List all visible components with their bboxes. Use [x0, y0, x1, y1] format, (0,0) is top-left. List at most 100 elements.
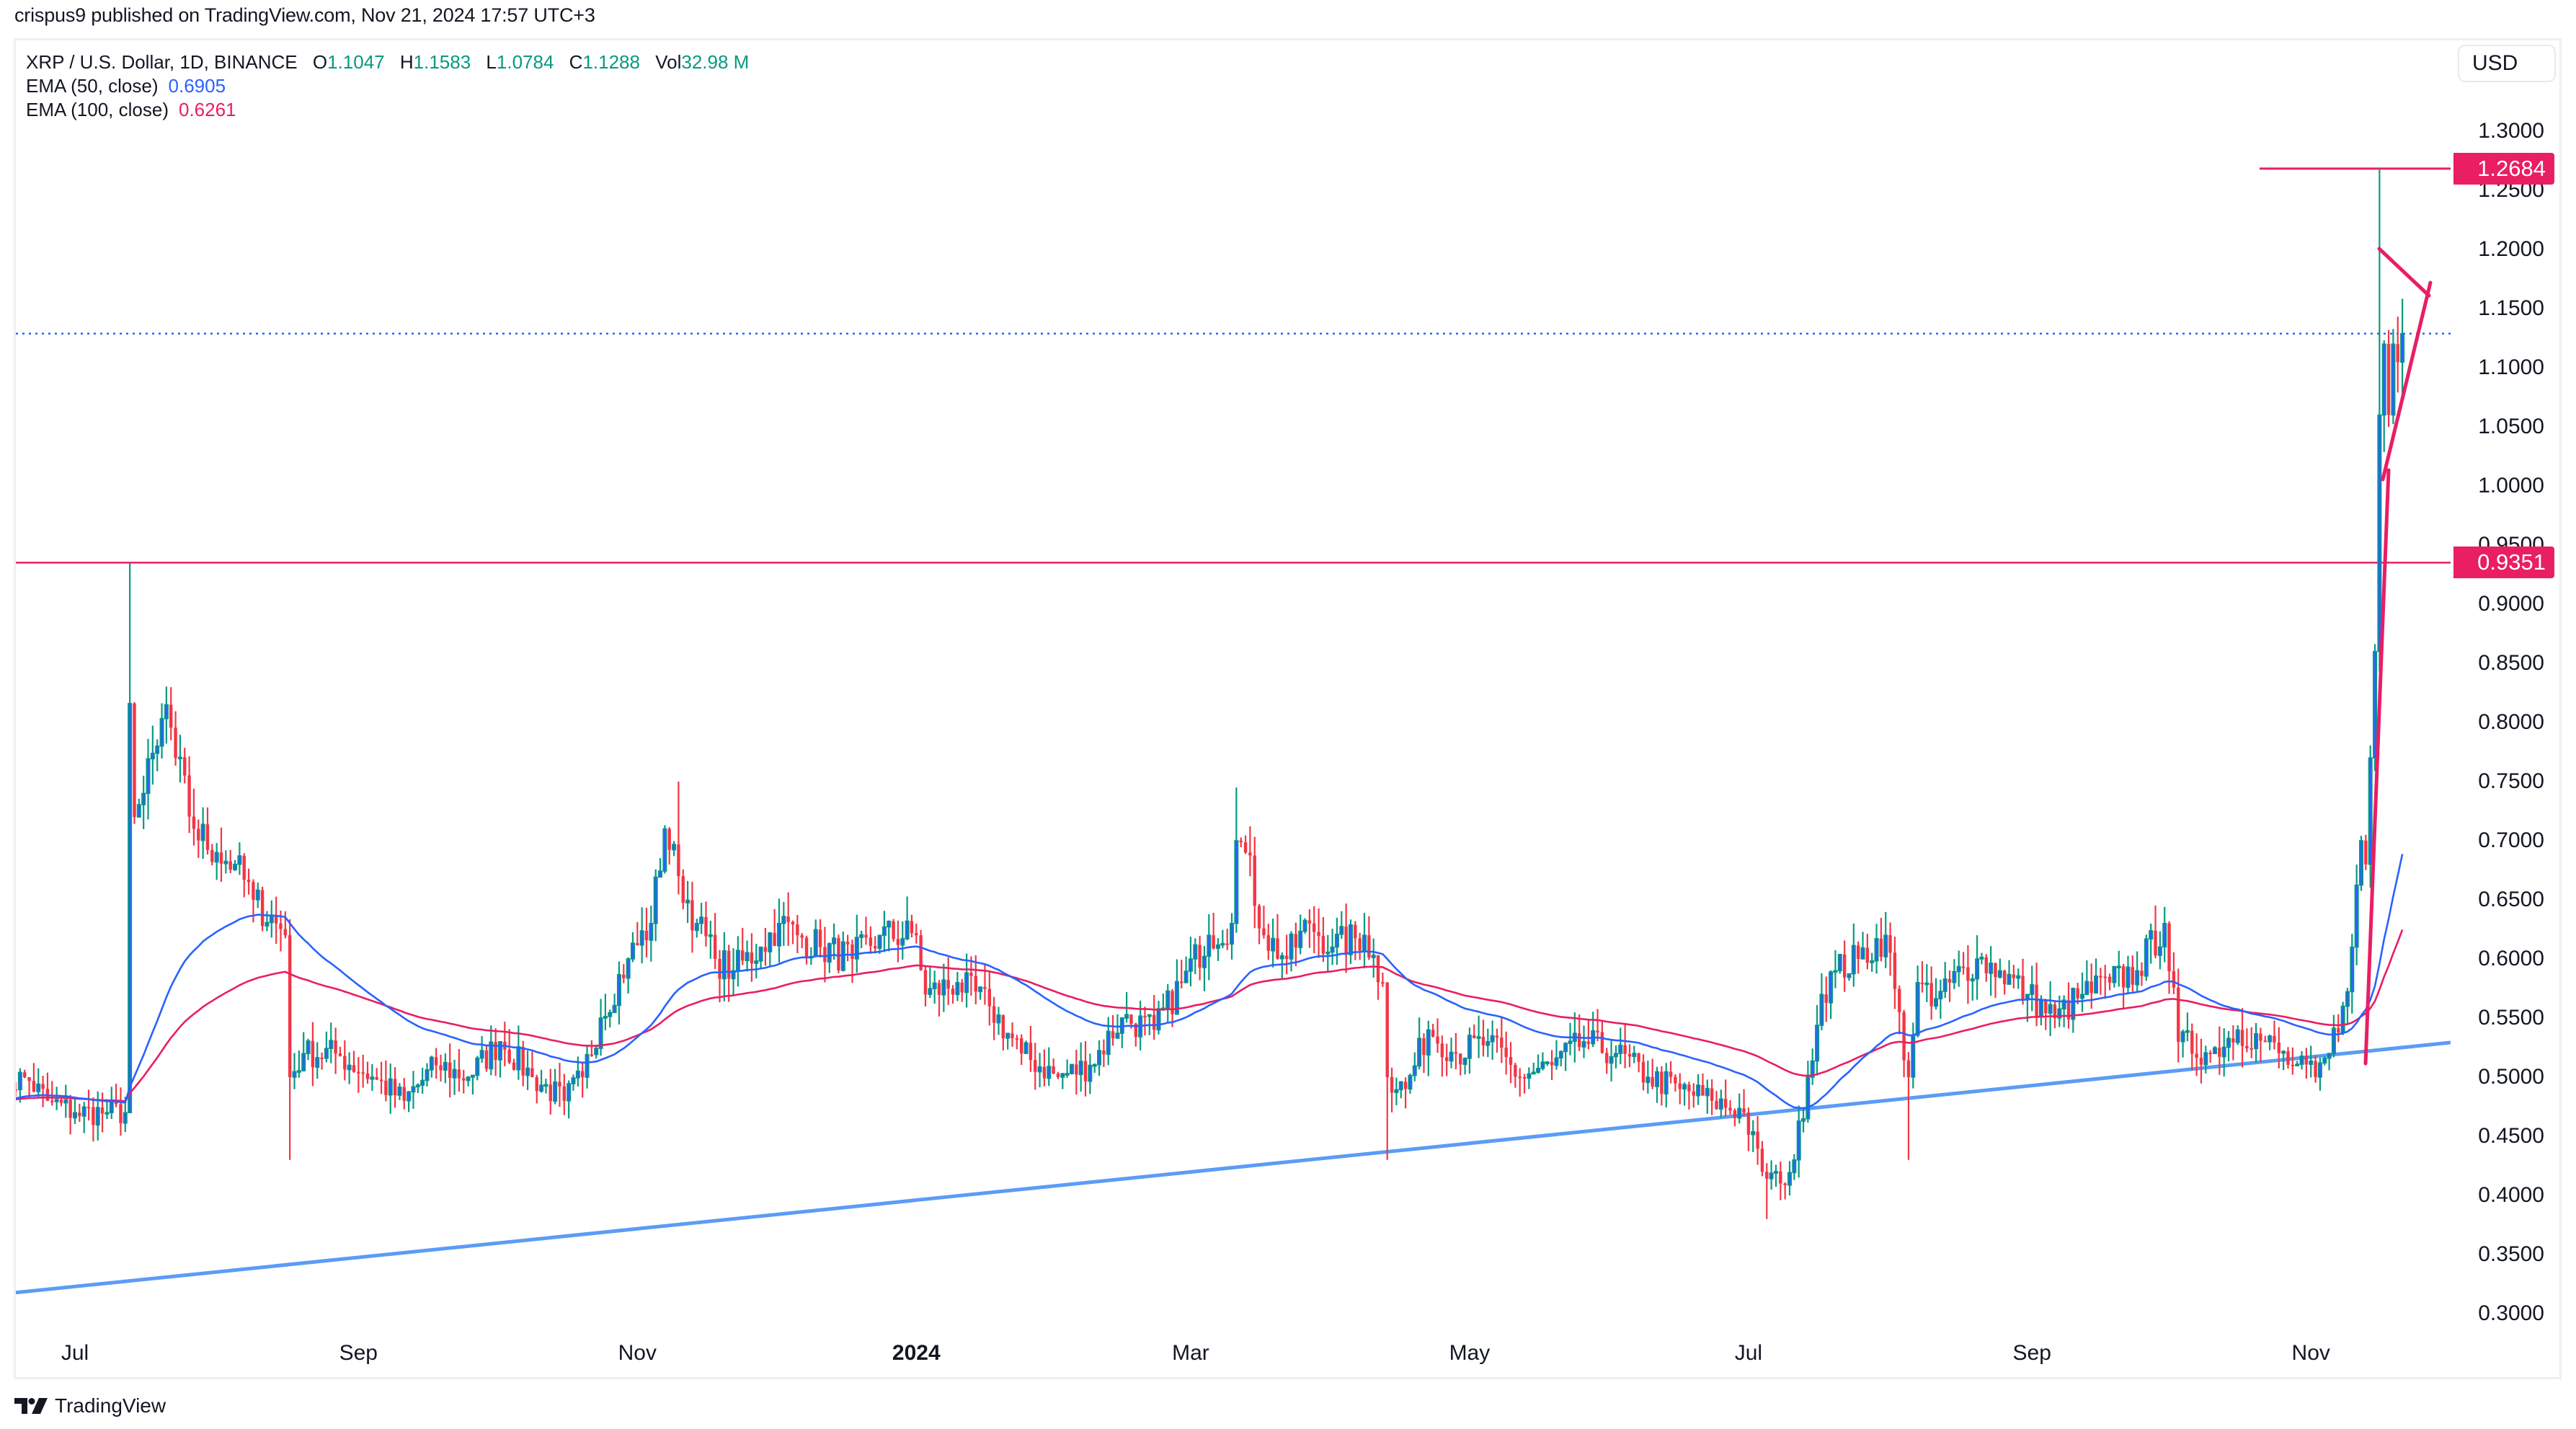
candle-body-up: [2327, 1053, 2332, 1059]
candle-body-down: [2273, 1035, 2276, 1043]
candle-body-down: [690, 900, 694, 931]
candle-body-down: [969, 973, 973, 976]
candle-body-up: [658, 870, 663, 878]
candle-body-up: [2048, 1004, 2053, 1014]
candle-body-down: [16, 1089, 17, 1091]
candle-body-down: [2108, 976, 2112, 983]
candle-body-down: [1994, 963, 1997, 978]
candle-body-up: [2354, 884, 2359, 948]
candle-body-up: [543, 1084, 548, 1087]
candle-body-down: [1500, 1038, 1504, 1048]
currency-button[interactable]: USD: [2458, 45, 2556, 82]
tradingview-brand[interactable]: TradingView: [55, 1394, 166, 1417]
candle-body-up: [489, 1041, 494, 1070]
candle-body-up: [776, 923, 781, 947]
candle-body-down: [946, 980, 950, 989]
candle-body-up: [758, 946, 763, 962]
candle-body-up: [699, 916, 704, 924]
candle-body-down: [1842, 954, 1847, 978]
candle-body-up: [1554, 1057, 1559, 1066]
candle-body-up: [1682, 1084, 1687, 1090]
candle-body-down: [1152, 1014, 1156, 1030]
candle-body-down: [2044, 999, 2048, 1014]
candle-body-down: [704, 917, 708, 937]
candle-body-down: [242, 855, 246, 880]
candle-body-up: [1815, 1025, 1820, 1062]
candle-body-up: [1485, 1041, 1491, 1046]
candle-body-up: [1334, 934, 1339, 948]
chart-frame: [14, 38, 2562, 1379]
candle-body-up: [1581, 1041, 1586, 1048]
candle-body-up: [443, 1061, 448, 1071]
price-tick-label: 1.0500: [2478, 415, 2544, 438]
candle-body-down: [1765, 1172, 1769, 1179]
candle-body-up: [2373, 650, 2378, 758]
candle-body-down: [228, 861, 232, 870]
candle-body-down: [1600, 1032, 1604, 1053]
candle-body-down: [718, 959, 721, 979]
pennant-lower-line: [2381, 280, 2433, 482]
candle-body-up: [1174, 981, 1179, 1015]
candle-body-up: [827, 943, 832, 963]
candle-body-down: [580, 1071, 585, 1077]
candle-body-up: [603, 1016, 608, 1019]
candle-body-up: [1609, 1056, 1614, 1064]
candle-body-down: [1212, 935, 1215, 949]
candle-body-up: [1124, 1014, 1129, 1019]
candle-body-down: [2177, 987, 2180, 1042]
time-tick-label: 2024: [892, 1341, 941, 1365]
candle-body-up: [1874, 937, 1879, 962]
candle-body-down: [114, 1100, 118, 1105]
candle-body-down: [1390, 1077, 1394, 1093]
candle-body-down: [530, 1068, 534, 1077]
ema100-row[interactable]: EMA (100, close) 0.6261: [26, 98, 749, 122]
candle-body-up: [854, 937, 859, 960]
candle-body-down: [910, 921, 914, 934]
candle-body-down: [1253, 855, 1256, 906]
candle-body-up: [470, 1074, 475, 1078]
candle-body-up: [859, 934, 864, 938]
candle-body-down: [1906, 1060, 1911, 1077]
candle-body-up: [1618, 1044, 1623, 1055]
price-label-resistance-low: 0.9351: [2453, 547, 2554, 579]
candle-body-up: [109, 1100, 114, 1114]
candle-body-down: [1586, 1041, 1591, 1044]
candle-body-up: [1860, 947, 1865, 960]
candle-body-down: [402, 1087, 406, 1101]
candle-body-up: [1106, 1030, 1111, 1056]
candle-body-down: [2035, 984, 2038, 1017]
candle-body-up: [2135, 970, 2140, 986]
candle-body-up: [146, 758, 151, 795]
candle-body-down: [1966, 967, 1970, 981]
candle-body-up: [1563, 1043, 1568, 1053]
candle-body-up: [2144, 938, 2149, 977]
price-tick-label: 0.6000: [2478, 947, 2544, 970]
price-tick-label: 0.9000: [2478, 592, 2544, 616]
ema50-row[interactable]: EMA (50, close) 0.6905: [26, 74, 749, 98]
candle-body-down: [2245, 1045, 2249, 1048]
candle-body-down: [448, 1062, 452, 1078]
candle-body-down: [1783, 1183, 1787, 1185]
candle-body-up: [567, 1083, 572, 1102]
candle-body-down: [869, 937, 873, 947]
candle-body-up: [1527, 1073, 1532, 1079]
candle-body-up: [649, 923, 654, 941]
candle-body-up: [2016, 975, 2021, 979]
candle-body-up: [177, 756, 182, 760]
symbol-row: XRP / U.S. Dollar, 1D, BINANCE O1.1047 H…: [26, 50, 749, 74]
candle-body-up: [2112, 965, 2117, 983]
candle-body-up: [1188, 958, 1193, 972]
candle-body-up: [466, 1076, 471, 1081]
symbol-title[interactable]: XRP / U.S. Dollar, 1D, BINANCE: [26, 51, 298, 73]
candle-body-up: [1810, 1060, 1815, 1078]
candle-body-up: [1230, 923, 1235, 945]
candle-body-up: [95, 1107, 100, 1126]
candle-body-down: [219, 852, 223, 864]
candle-body-up: [81, 1106, 86, 1117]
candle-body-down: [343, 1056, 347, 1070]
candle-body-up: [721, 950, 727, 980]
candle-body-down: [1307, 920, 1312, 924]
candle-body-up: [1165, 990, 1171, 1009]
candle-body-up: [594, 1048, 599, 1056]
